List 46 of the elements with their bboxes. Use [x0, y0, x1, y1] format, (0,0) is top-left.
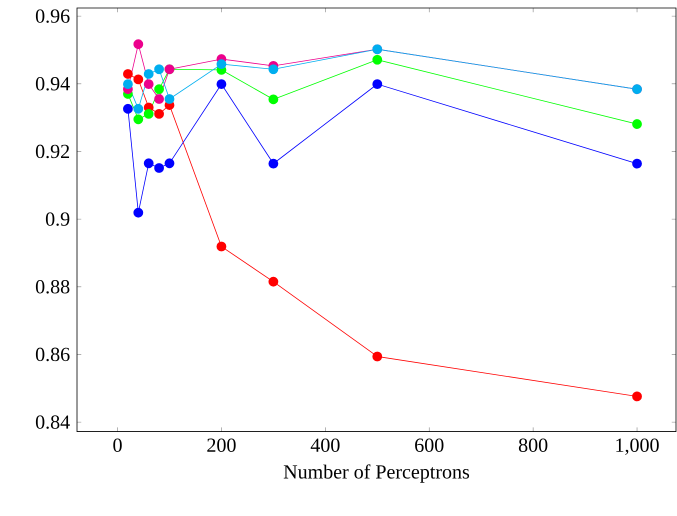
point	[216, 242, 226, 252]
x-tick-label: 600	[415, 438, 444, 452]
x-tick-label: 400	[310, 438, 340, 452]
y-tick-label: 0.96	[36, 9, 70, 23]
point	[154, 94, 164, 104]
point	[216, 79, 226, 90]
point	[268, 158, 278, 169]
y-tick-label: 0.92	[36, 144, 70, 158]
point	[372, 79, 382, 90]
y-tick-label: 0.88	[36, 280, 70, 294]
point	[164, 158, 174, 168]
x-tick-label: 800	[518, 438, 548, 452]
point	[123, 79, 133, 90]
point	[632, 119, 642, 129]
y-tick-label: 0.84	[36, 415, 70, 429]
point	[133, 74, 144, 84]
x-tick-label: 0	[113, 438, 122, 452]
point	[144, 158, 154, 168]
y-tick-label: 0.86	[36, 348, 70, 362]
point	[133, 114, 144, 124]
point	[144, 108, 154, 119]
point	[372, 352, 382, 362]
x-axis-title: Number of Perceptrons	[284, 464, 470, 483]
point	[372, 54, 382, 65]
point	[144, 69, 154, 79]
point	[632, 392, 642, 402]
point	[154, 64, 164, 74]
point	[123, 69, 133, 79]
point	[268, 276, 278, 287]
y-tick-label: 0.9	[46, 212, 70, 226]
point	[133, 104, 144, 114]
point	[133, 208, 144, 218]
y-tick-label: 0.94	[36, 76, 70, 91]
point	[154, 108, 164, 119]
point	[144, 79, 154, 90]
x-tick-label: 200	[207, 438, 236, 452]
point	[216, 59, 226, 70]
point	[154, 84, 164, 94]
point	[123, 104, 133, 114]
point	[154, 163, 164, 173]
x-tick-label: 1,000	[616, 438, 659, 455]
point	[164, 94, 174, 104]
point	[632, 158, 642, 169]
point	[268, 64, 278, 74]
point	[133, 39, 144, 50]
point	[268, 94, 278, 104]
